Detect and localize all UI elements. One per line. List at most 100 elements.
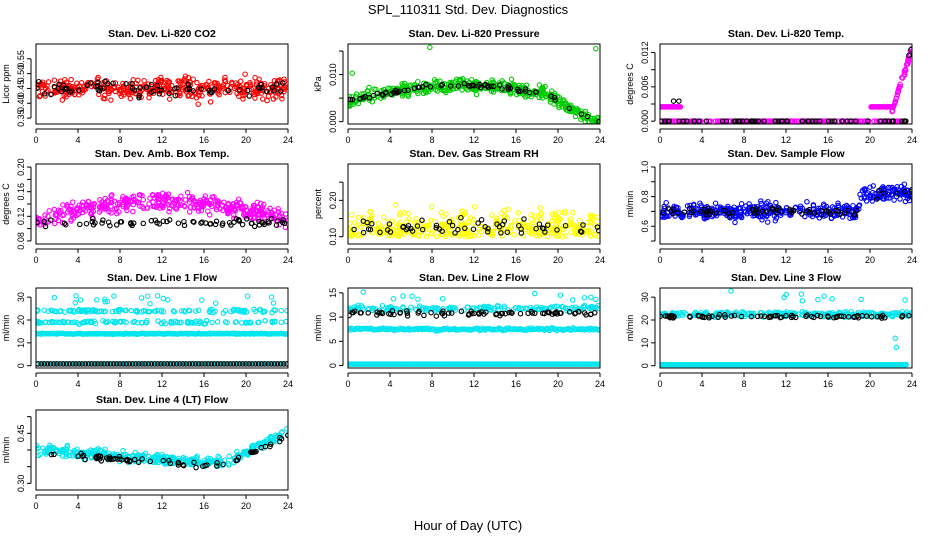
data-point: [51, 206, 58, 213]
plot-frame: [35, 287, 289, 369]
data-point: [691, 118, 698, 124]
data-point: [246, 93, 253, 99]
data-point: [415, 84, 422, 91]
data-point: [392, 202, 399, 208]
data-point: [351, 226, 357, 233]
data-point: [533, 225, 539, 232]
data-point: [127, 95, 134, 102]
data-point: [888, 192, 895, 198]
data-point: [41, 218, 47, 225]
data-point: [722, 312, 728, 318]
data-point: [44, 361, 51, 367]
data-point: [461, 224, 467, 231]
data-point: [102, 195, 108, 202]
data-point: [360, 229, 367, 236]
data-point: [473, 91, 480, 98]
y-tick-label: 10: [16, 338, 26, 348]
data-point: [902, 66, 909, 73]
data-point: [106, 88, 112, 95]
data-point: [184, 189, 191, 196]
data-point: [91, 200, 98, 207]
data-point: [908, 193, 912, 199]
data-point: [587, 218, 594, 225]
x-tick-label: 24: [283, 379, 293, 389]
x-tick-label: 20: [241, 135, 251, 145]
data-point: [348, 230, 354, 237]
data-point: [73, 293, 79, 299]
data-point: [136, 95, 142, 101]
data-point: [665, 118, 671, 124]
x-tick-label: 24: [595, 255, 605, 265]
y-tick-label: 30: [16, 292, 26, 302]
x-tick-label: 8: [117, 255, 122, 265]
data-point: [79, 86, 85, 92]
data-point: [379, 91, 385, 97]
data-point: [582, 304, 588, 310]
plot-frame: [659, 43, 913, 125]
data-point: [394, 232, 401, 239]
data-point: [348, 312, 352, 319]
data-point: [839, 118, 845, 124]
data-point: [799, 298, 806, 304]
x-tick-label: 4: [387, 255, 392, 265]
data-point: [219, 220, 226, 227]
data-point: [751, 118, 757, 124]
y-axis-label: ml/min: [625, 315, 635, 342]
data-point: [142, 361, 148, 367]
data-point: [280, 80, 286, 86]
data-point: [559, 233, 566, 240]
data-point: [840, 313, 847, 320]
data-point: [357, 96, 363, 102]
data-point: [458, 308, 465, 315]
data-point: [209, 319, 215, 326]
data-point: [544, 222, 551, 228]
data-point: [133, 361, 139, 367]
data-point: [249, 361, 256, 367]
data-point: [456, 77, 463, 84]
data-point: [370, 92, 377, 99]
data-point: [252, 95, 258, 101]
plot-frame: [35, 43, 289, 125]
data-point: [79, 307, 86, 314]
data-point: [797, 205, 804, 212]
data-point: [435, 305, 442, 312]
data-point: [181, 202, 187, 209]
data-point: [111, 319, 118, 326]
data-point: [134, 320, 141, 326]
data-point: [120, 361, 126, 367]
data-point: [878, 313, 884, 320]
data-point: [575, 308, 582, 315]
data-point: [102, 92, 108, 99]
x-tick-label: 20: [865, 379, 875, 389]
data-point: [106, 90, 112, 97]
data-point: [177, 320, 183, 326]
data-point: [226, 453, 232, 460]
data-point: [825, 313, 831, 319]
points: [348, 289, 600, 367]
data-point: [419, 217, 425, 224]
data-point: [349, 70, 355, 76]
data-point: [401, 231, 408, 237]
data-point: [101, 361, 107, 367]
data-point: [469, 305, 476, 312]
data-point: [504, 229, 511, 235]
data-point: [906, 52, 912, 59]
data-point: [806, 206, 813, 213]
data-point: [259, 96, 266, 102]
data-point: [158, 78, 165, 84]
data-point: [164, 361, 171, 367]
data-point: [83, 319, 90, 326]
data-point: [552, 232, 558, 238]
data-point: [199, 297, 205, 303]
data-point: [274, 218, 281, 224]
data-point: [184, 86, 190, 92]
data-point: [124, 207, 130, 214]
data-point: [68, 209, 74, 215]
data-point: [105, 219, 112, 225]
data-point: [461, 80, 468, 87]
y-tick-label: 5: [328, 339, 338, 344]
y-tick-label: 0.50: [16, 65, 26, 83]
data-point: [863, 198, 870, 204]
data-point: [365, 310, 371, 316]
